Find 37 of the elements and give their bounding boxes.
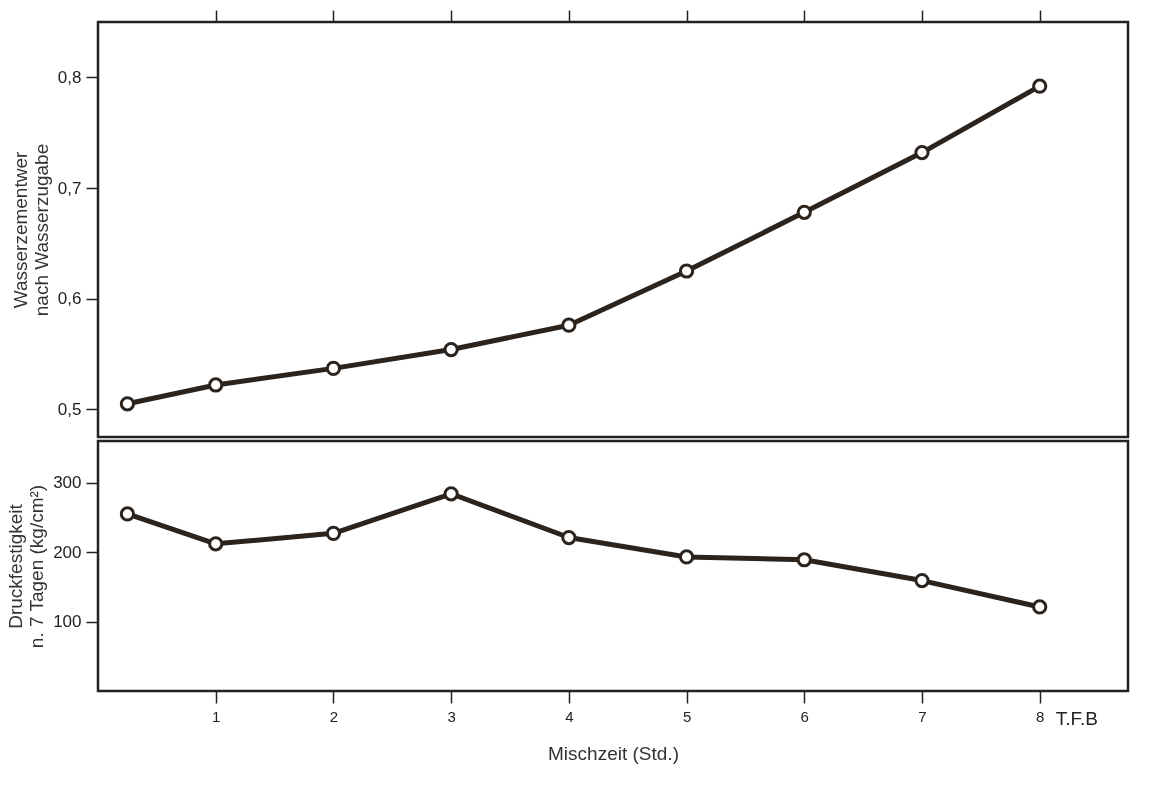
point bbox=[796, 204, 812, 220]
point bbox=[119, 506, 136, 522]
point bbox=[443, 486, 459, 502]
text: T.F.B bbox=[1055, 708, 1098, 729]
point bbox=[325, 360, 342, 376]
y-axis-title: Druckfestigkeit n. 7 Tagen (kg/cm²) bbox=[5, 484, 48, 649]
point bbox=[1032, 78, 1048, 94]
point bbox=[1032, 599, 1048, 615]
point bbox=[443, 341, 459, 358]
y-tick-label: 0,8 bbox=[57, 67, 82, 87]
x-tick-label: 4 bbox=[565, 707, 574, 725]
y-axis-title: Wasserzementwer nach Wasserzugabe bbox=[9, 143, 52, 317]
point bbox=[914, 572, 930, 589]
x-tick-label: 5 bbox=[682, 707, 692, 725]
point bbox=[796, 552, 812, 568]
point bbox=[678, 549, 695, 565]
point bbox=[325, 525, 342, 541]
x-axis-title: Mischzeit (Std.) bbox=[548, 742, 679, 764]
x-tick-label: 2 bbox=[329, 707, 339, 725]
point bbox=[208, 377, 224, 393]
y-tick-label: 0,7 bbox=[57, 178, 82, 198]
x-tick-label: 8 bbox=[1036, 707, 1045, 725]
x-tick-label: 6 bbox=[800, 707, 809, 725]
point bbox=[678, 263, 695, 279]
y-tick-label: 0,6 bbox=[57, 289, 82, 309]
y-tick-label: 300 bbox=[53, 473, 82, 493]
x-tick-label: 1 bbox=[212, 707, 221, 725]
point bbox=[561, 529, 577, 546]
y-tick-label: 100 bbox=[53, 612, 82, 632]
point bbox=[561, 317, 577, 333]
point bbox=[914, 144, 930, 161]
y-tick-label: 0,5 bbox=[57, 399, 82, 419]
point bbox=[208, 536, 224, 552]
x-tick-label: 3 bbox=[447, 707, 456, 725]
point bbox=[119, 396, 136, 412]
y-tick-label: 200 bbox=[53, 542, 82, 562]
x-tick-label: 7 bbox=[918, 707, 927, 725]
